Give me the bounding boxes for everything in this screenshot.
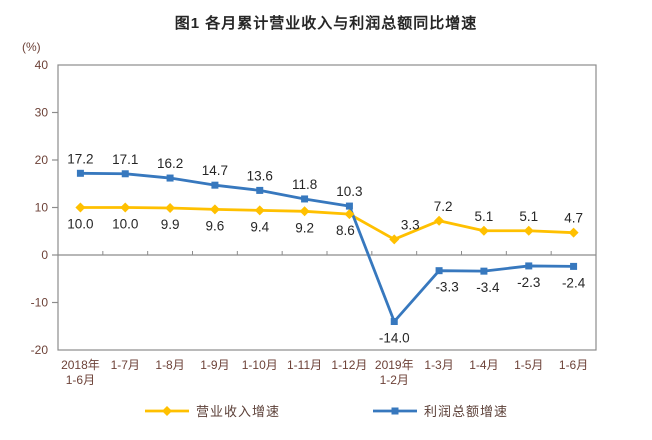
data-point-marker [256, 186, 264, 194]
series-line [79, 206, 575, 241]
data-point-marker [75, 202, 86, 213]
x-axis-tick-label: 1-7月 [111, 358, 140, 372]
data-point-marker [344, 209, 355, 220]
y-axis-tick-label: -20 [31, 343, 49, 357]
data-point-marker [76, 169, 84, 177]
data-point-marker [480, 267, 488, 275]
data-point-marker [209, 204, 220, 215]
y-axis-tick-label: 10 [35, 201, 49, 215]
y-axis-tick-label: 40 [35, 58, 49, 72]
data-point-marker [165, 202, 176, 213]
x-axis-tick-label: 1-3月 [424, 358, 453, 372]
data-point-marker [435, 267, 443, 275]
revenue-series-line-diamond-icon [144, 405, 189, 416]
x-axis-tick-label: 1-9月 [200, 358, 229, 372]
data-point-label: -14.0 [379, 331, 410, 346]
data-point-label: 16.2 [157, 156, 183, 171]
profit-series-line-square-icon [373, 407, 417, 414]
data-point-label: 17.2 [67, 151, 93, 166]
series-line [79, 171, 575, 323]
data-point-label: -3.4 [476, 280, 500, 295]
legend: 营业收入增速 利润总额增速 [0, 401, 652, 420]
data-point-label: 13.6 [247, 168, 273, 183]
x-axis-tick-label: 1-6月 [559, 358, 588, 372]
data-point-label: -2.3 [517, 275, 540, 290]
y-axis-tick-label: 0 [41, 248, 48, 262]
legend-label-profit: 利润总额增速 [424, 404, 509, 419]
x-axis-tick-label: 2019年 1-2月 [375, 358, 414, 387]
x-axis-tick-label: 1-11月 [287, 358, 322, 372]
x-axis-tick-label: 1-10月 [242, 358, 278, 372]
data-point-label: 7.2 [434, 199, 453, 214]
legend-item-revenue: 营业收入增速 [144, 401, 280, 420]
data-point-label: 8.6 [336, 223, 355, 238]
data-point-marker [389, 234, 400, 245]
data-point-label: 5.1 [519, 209, 538, 224]
x-axis-tick-label: 1-8月 [155, 358, 184, 372]
data-point-marker [478, 225, 489, 236]
data-point-label: 4.7 [564, 211, 583, 226]
data-point-label: 10.0 [112, 217, 138, 232]
chart-title: 图1 各月累计营业收入与利润总额同比增速 [174, 15, 478, 32]
data-point-label: -3.3 [435, 280, 458, 295]
data-point-label: 9.4 [250, 219, 269, 234]
data-point-marker [525, 262, 533, 270]
data-point-marker [121, 170, 129, 178]
data-point-label: 9.6 [206, 218, 225, 233]
y-axis-unit-label: (%) [22, 40, 41, 54]
y-axis-tick-label: -10 [31, 296, 49, 310]
x-axis-tick-label: 1-12月 [331, 358, 367, 372]
data-point-marker [301, 195, 309, 203]
y-axis-tick-label: 30 [35, 106, 49, 120]
line-chart-plot: 40 30 20 10 0 -10 -20 2018年 1-6月 1-7月 1-8月 1-9月 1-10… [31, 58, 597, 387]
data-point-marker [166, 174, 174, 182]
data-point-label: 17.1 [112, 152, 138, 167]
legend-label-revenue: 营业收入增速 [195, 404, 280, 419]
data-point-label: 10.0 [67, 217, 93, 232]
data-point-marker [345, 202, 353, 210]
data-point-label: 14.7 [202, 163, 228, 178]
data-point-marker [568, 227, 579, 238]
data-point-label: 11.8 [292, 177, 317, 192]
data-point-label: 3.3 [401, 217, 420, 232]
x-axis-tick-label: 1-5月 [514, 358, 543, 372]
data-point-label: 5.1 [475, 209, 494, 224]
data-point-label: 9.2 [295, 220, 314, 235]
data-point-marker [434, 215, 445, 226]
data-point-label: 10.3 [336, 184, 362, 199]
data-point-label: -2.4 [562, 275, 586, 290]
data-point-marker [211, 181, 219, 189]
data-point-marker [299, 206, 310, 217]
data-point-marker [120, 202, 131, 213]
x-axis-tick-label: 2018年 1-6月 [61, 358, 100, 387]
data-point-marker [570, 262, 578, 270]
legend-item-profit: 利润总额增速 [372, 401, 508, 420]
data-point-marker [254, 205, 265, 216]
data-point-marker [523, 225, 534, 236]
x-axis-tick-label: 1-4月 [469, 358, 498, 372]
data-point-marker [390, 318, 398, 325]
y-axis-tick-label: 20 [35, 153, 49, 167]
data-point-label: 9.9 [161, 217, 180, 232]
